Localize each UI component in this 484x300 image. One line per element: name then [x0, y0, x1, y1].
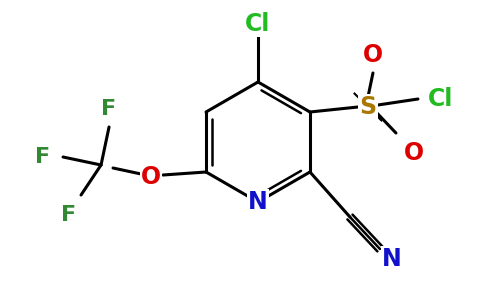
Text: F: F: [61, 205, 76, 225]
Text: F: F: [102, 99, 117, 119]
Text: Cl: Cl: [428, 87, 454, 111]
Text: N: N: [382, 247, 402, 271]
Text: O: O: [141, 165, 161, 189]
Text: F: F: [35, 147, 51, 167]
Text: S: S: [360, 95, 377, 119]
Text: O: O: [404, 141, 424, 165]
Text: Cl: Cl: [245, 12, 271, 36]
Text: O: O: [363, 43, 383, 67]
Text: N: N: [248, 190, 268, 214]
